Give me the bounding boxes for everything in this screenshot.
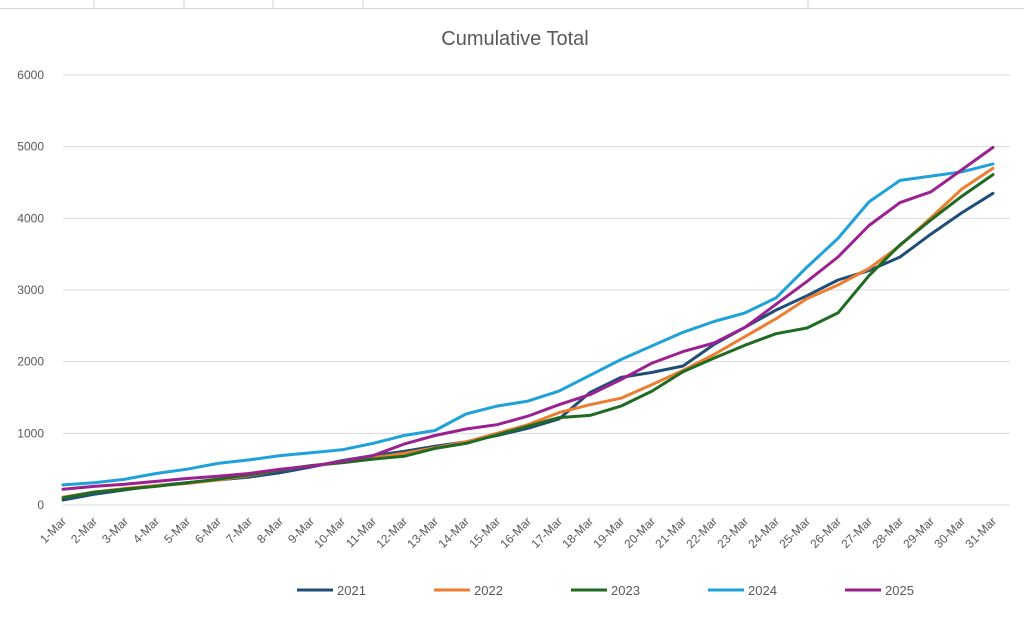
x-tick-label: 27-Mar	[838, 514, 875, 551]
x-tick-label: 25-Mar	[776, 514, 813, 551]
x-axis-tick-labels: 1-Mar2-Mar3-Mar4-Mar5-Mar6-Mar7-Mar8-Mar…	[37, 514, 999, 551]
x-tick-label: 31-Mar	[962, 514, 999, 551]
x-tick-label: 6-Mar	[192, 514, 224, 546]
y-tick-label: 4000	[17, 211, 44, 225]
x-tick-label: 29-Mar	[900, 514, 937, 551]
y-tick-label: 3000	[17, 283, 44, 297]
x-tick-label: 18-Mar	[559, 514, 596, 551]
legend-label-2021[interactable]: 2021	[337, 583, 366, 598]
x-tick-label: 10-Mar	[311, 514, 348, 551]
x-tick-label: 22-Mar	[683, 514, 720, 551]
legend[interactable]: 2021 2022 2023 2024 2025	[297, 583, 914, 598]
y-tick-label: 6000	[17, 68, 44, 82]
x-tick-label: 12-Mar	[373, 514, 410, 551]
y-tick-label: 0	[37, 498, 44, 512]
x-tick-label: 21-Mar	[652, 514, 689, 551]
series-lines	[61, 145, 995, 502]
x-tick-label: 19-Mar	[590, 514, 627, 551]
series-line-2024	[61, 162, 995, 487]
x-tick-label: 7-Mar	[223, 514, 255, 546]
x-tick-label: 13-Mar	[404, 514, 441, 551]
series-line-2022	[61, 166, 995, 499]
x-tick-label: 1-Mar	[37, 514, 69, 546]
gridlines	[63, 74, 1010, 506]
series-line-2023	[61, 173, 995, 500]
legend-label-2024[interactable]: 2024	[748, 583, 777, 598]
legend-label-2023[interactable]: 2023	[611, 583, 640, 598]
chart-title: Cumulative Total	[441, 28, 588, 50]
legend-label-2022[interactable]: 2022	[474, 583, 503, 598]
x-tick-label: 4-Mar	[130, 514, 162, 546]
x-tick-label: 5-Mar	[161, 514, 193, 546]
y-axis-tick-labels: 0 1000 2000 3000 4000 5000 6000	[17, 68, 44, 512]
spreadsheet-column-lines	[0, 0, 1024, 9]
x-tick-label: 20-Mar	[621, 514, 658, 551]
x-tick-label: 16-Mar	[497, 514, 534, 551]
y-tick-label: 1000	[17, 426, 44, 440]
x-tick-label: 11-Mar	[343, 514, 379, 550]
x-tick-label: 14-Mar	[435, 514, 472, 551]
x-tick-label: 17-Mar	[528, 514, 565, 551]
x-tick-label: 2-Mar	[68, 514, 100, 546]
x-tick-label: 8-Mar	[254, 514, 286, 546]
x-tick-label: 23-Mar	[714, 514, 751, 551]
legend-label-2025[interactable]: 2025	[885, 583, 914, 598]
x-tick-label: 24-Mar	[745, 514, 782, 551]
x-tick-label: 26-Mar	[807, 514, 844, 551]
x-tick-label: 3-Mar	[99, 514, 131, 546]
y-tick-label: 2000	[17, 355, 44, 369]
y-tick-label: 5000	[17, 140, 44, 154]
x-tick-label: 28-Mar	[869, 514, 906, 551]
x-tick-label: 15-Mar	[466, 514, 503, 551]
x-tick-label: 30-Mar	[931, 514, 968, 551]
series-line-2025	[61, 145, 995, 491]
